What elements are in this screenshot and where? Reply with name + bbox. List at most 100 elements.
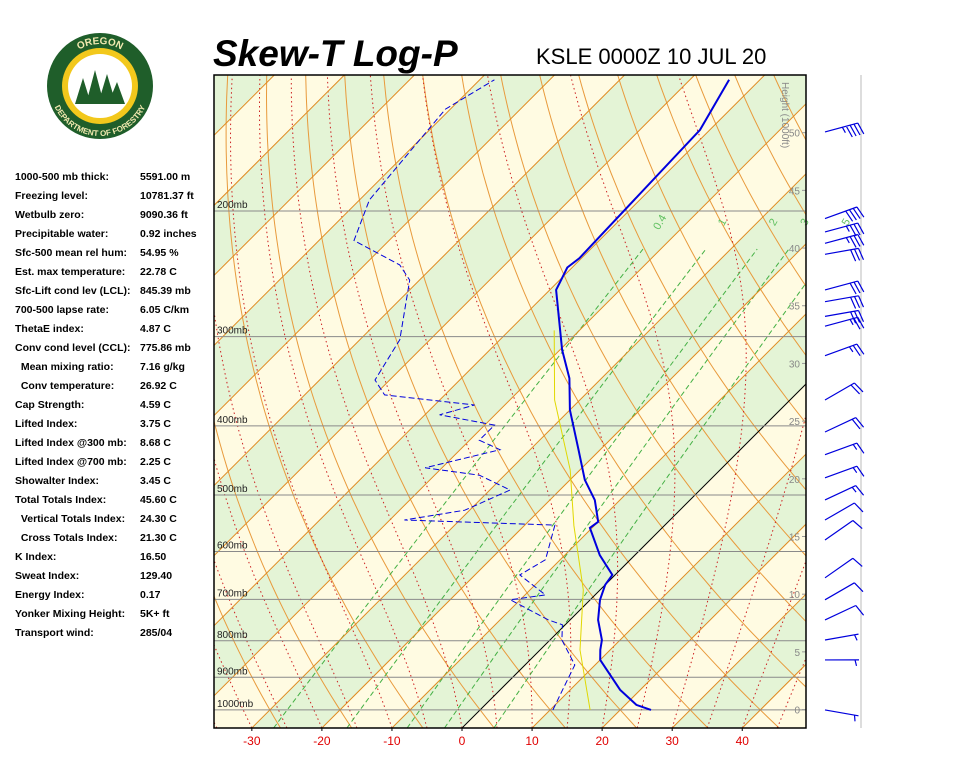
logo: OREGON DEPARTMENT OF FORESTRY <box>47 33 153 139</box>
mixing-ratio-line <box>493 282 806 728</box>
x-tick-label: 20 <box>595 734 609 748</box>
isotherm <box>214 75 766 627</box>
logo-trees <box>75 70 125 104</box>
index-label: Sfc-500 mean rel hum: <box>15 247 127 259</box>
wind-barb <box>824 280 865 295</box>
y2-tick-label: 15 <box>789 532 801 543</box>
wind-barb <box>824 316 865 330</box>
y2-tick-label: 45 <box>789 186 801 197</box>
station: KSLE 0000Z 10 JUL 20 <box>536 44 766 69</box>
dry-adiabat <box>891 75 960 728</box>
index-value: 10781.37 ft <box>140 190 194 202</box>
index-value: 45.60 C <box>140 494 177 506</box>
x-tick-label: -10 <box>383 734 401 748</box>
moist-adiabat <box>230 75 393 728</box>
index-label: Wetbulb zero: <box>15 209 84 221</box>
dry-adiabat <box>539 75 806 557</box>
dry-adiabat <box>214 419 353 728</box>
wind-barb <box>824 520 863 541</box>
wind-barb <box>824 222 865 237</box>
wind-barb <box>824 659 860 667</box>
isotherm <box>214 103 806 697</box>
index-value: 845.39 mb <box>140 285 191 297</box>
index-value: 3.45 C <box>140 475 171 487</box>
index-label: Conv temperature: <box>15 380 114 392</box>
y2-tick-label: 40 <box>789 244 801 255</box>
wind-barb <box>824 557 863 579</box>
isotherm <box>214 75 485 347</box>
y2-tick-label: 10 <box>789 590 801 601</box>
dry-adiabat <box>214 594 281 728</box>
moist-adiabat <box>422 75 572 728</box>
moist-adiabat <box>671 75 747 728</box>
dry-adiabat <box>656 75 806 357</box>
indices: 1000-500 mb thick: 5591.00 m Freezing leve… <box>15 171 197 639</box>
y-tick-label: 300mb <box>217 326 248 337</box>
isotherm <box>882 75 960 728</box>
mixing-ratio-line <box>346 248 707 728</box>
index-label: 1000-500 mb thick: <box>15 171 109 183</box>
isotherm <box>812 75 960 728</box>
dry-adiabat <box>852 75 960 728</box>
dry-adiabat <box>383 75 709 728</box>
isotherm <box>391 313 806 728</box>
index-label: Sfc-Lift cond lev (LCL): <box>15 285 131 297</box>
isotherm <box>321 243 806 728</box>
index-label: Yonker Mixing Height: <box>15 608 125 620</box>
profile-line <box>555 79 730 711</box>
y2-label: Height (1000ft) <box>779 82 790 148</box>
wind-barb <box>824 309 865 324</box>
index-label: Conv cond level (CCL): <box>15 342 131 354</box>
index-value: 24.30 C <box>140 513 177 525</box>
title: Skew-T Log-P <box>213 33 458 74</box>
index-label: Lifted Index: <box>15 418 77 430</box>
wind-barb <box>824 442 865 456</box>
y-tick-label: 900mb <box>217 666 248 677</box>
index-value: 22.78 C <box>140 266 177 278</box>
mixing-ratio-line <box>406 248 758 728</box>
isotherm <box>601 523 806 728</box>
plot: 0.4 1 2 3 51000mb900mb800mb700mb600mb500mb40… <box>213 74 960 748</box>
isotherm <box>214 75 696 557</box>
dry-adiabat <box>695 75 806 288</box>
x-tick-label: -30 <box>243 734 261 748</box>
index-label: Lifted Index @700 mb: <box>15 456 127 468</box>
index-value: 7.16 g/kg <box>140 361 185 373</box>
wind-barb <box>824 604 865 621</box>
y2-tick-label: 20 <box>789 475 801 486</box>
index-value: 26.92 C <box>140 380 177 392</box>
mixing-ratio-label: 2 <box>767 217 780 228</box>
dry-adiabat <box>344 75 637 728</box>
logo-center <box>68 54 132 118</box>
moist-adiabat <box>290 75 463 728</box>
dry-adiabat <box>813 75 960 728</box>
index-value: 129.40 <box>140 570 172 582</box>
isotherm <box>214 75 415 277</box>
index-label: 700-500 lapse rate: <box>15 304 109 316</box>
dry-adiabat <box>422 75 780 728</box>
dry-adiabat <box>734 75 806 216</box>
isotherm <box>214 75 555 417</box>
index-value: 3.75 C <box>140 418 171 430</box>
wind-barb <box>824 382 864 401</box>
index-label: Total Totals Index: <box>15 494 106 506</box>
index-label: Cap Strength: <box>15 399 84 411</box>
mixing-ratio-label: 5 <box>840 217 853 228</box>
y-tick-label: 600mb <box>217 541 248 552</box>
index-label: Showalter Index: <box>15 475 99 487</box>
y2-tick-label: 5 <box>794 648 800 659</box>
y-tick-label: 400mb <box>217 415 248 426</box>
index-value: 6.05 C/km <box>140 304 189 316</box>
dry-adiabat <box>305 75 566 728</box>
index-label: Sweat Index: <box>15 570 79 582</box>
dry-adiabat <box>265 75 495 728</box>
index-value: 5591.00 m <box>140 171 190 183</box>
moist-adiabat <box>259 75 428 728</box>
moist-adiabat <box>812 75 960 728</box>
isotherm <box>214 75 345 207</box>
isotherm <box>531 453 806 728</box>
index-label: K Index: <box>15 551 56 563</box>
y-tick-label: 800mb <box>217 630 248 641</box>
index-label: Est. max temperature: <box>15 266 125 278</box>
x-tick-label: 10 <box>525 734 539 748</box>
